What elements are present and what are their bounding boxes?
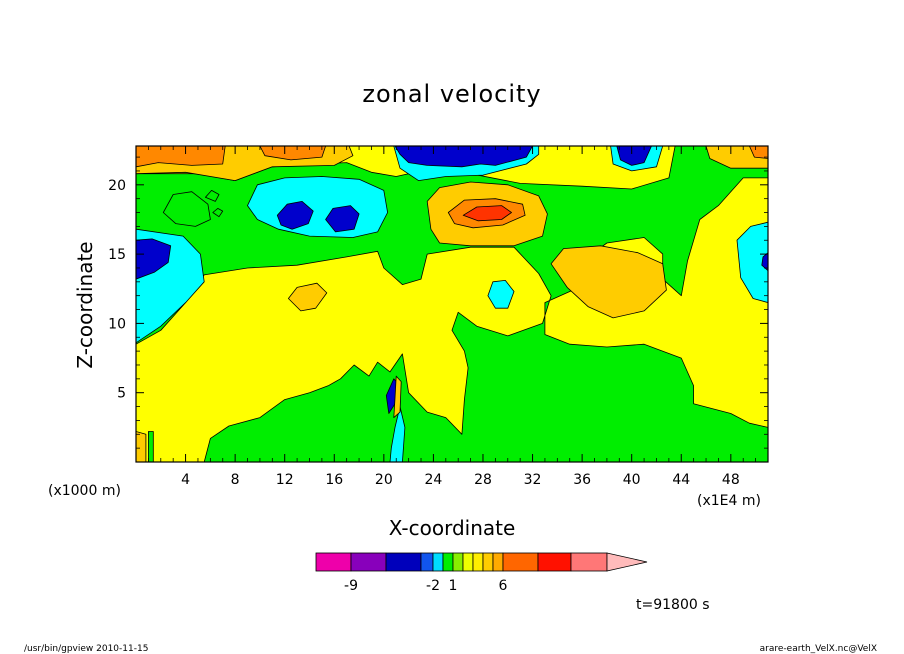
footer-left: /usr/bin/gpview 2010-11-15 xyxy=(24,644,148,654)
y-axis-title: Z-coordinate xyxy=(73,241,97,368)
colorbar-label-0: -9 xyxy=(344,578,358,594)
contour-region-orange-yellow-3 xyxy=(550,245,667,319)
plot-frame xyxy=(135,145,769,463)
x-tick-label-20: 20 xyxy=(375,472,393,488)
contour-region-orange-yellow-5 xyxy=(136,431,147,462)
x-unit-left-label: (x1000 m) xyxy=(48,483,121,499)
colorbar-extend-arrow xyxy=(606,552,648,572)
colorbar xyxy=(315,552,648,572)
x-tick-label-12: 12 xyxy=(276,472,294,488)
y-tick-label-20: 20 xyxy=(108,178,126,194)
x-tick-label-8: 8 xyxy=(231,472,240,488)
footer-right: arare-earth_VelX.nc@VelX xyxy=(760,644,877,654)
y-tick-label-5: 5 xyxy=(117,386,126,402)
colorbar-label-2: 1 xyxy=(449,578,458,594)
colorbar-swatch-8 xyxy=(472,552,484,572)
y-tick-label-10: 10 xyxy=(108,316,126,332)
x-tick-label-40: 40 xyxy=(623,472,641,488)
colorbar-swatch-12 xyxy=(537,552,572,572)
x-tick-label-24: 24 xyxy=(424,472,442,488)
contour-region-green-small-3 xyxy=(147,431,154,462)
colorbar-label-3: 6 xyxy=(499,578,508,594)
contour-region-orange-yellow-6 xyxy=(393,375,402,419)
contour-region-red-0 xyxy=(462,205,512,222)
colorbar-swatch-2 xyxy=(385,552,422,572)
contour-fill-layer xyxy=(136,146,768,462)
contour-region-green-small-1 xyxy=(204,189,220,202)
y-axis: 5 10 15 20 xyxy=(108,156,768,449)
x-unit-right-label: (x1E4 m) xyxy=(697,493,761,509)
colorbar-swatch-0 xyxy=(315,552,352,572)
colorbar-label-1: -2 xyxy=(426,578,440,594)
colorbar-swatch-3 xyxy=(420,552,434,572)
contour-region-cyan-1 xyxy=(736,221,768,304)
colorbar-swatch-7 xyxy=(462,552,474,572)
colorbar-tick-labels: -9 -2 1 6 xyxy=(344,578,508,594)
chart-title: zonal velocity xyxy=(362,80,541,108)
contour-region-green-small-0 xyxy=(162,191,211,227)
colorbar-swatch-13 xyxy=(570,552,608,572)
x-tick-label-48: 48 xyxy=(722,472,740,488)
contour-region-orange-yellow-4 xyxy=(287,282,328,312)
time-stamp: t=91800 s xyxy=(636,597,710,613)
y-tick-label-15: 15 xyxy=(108,247,126,263)
x-tick-label-44: 44 xyxy=(672,472,690,488)
x-tick-label-36: 36 xyxy=(573,472,591,488)
contour-region-blue-3 xyxy=(325,205,360,233)
x-axis-title: X-coordinate xyxy=(389,516,516,540)
x-axis: 4 8 12 16 20 24 28 32 36 40 44 48 xyxy=(147,146,757,488)
x-tick-label-28: 28 xyxy=(474,472,492,488)
contour-region-blue-0 xyxy=(136,238,172,280)
colorbar-swatch-9 xyxy=(482,552,494,572)
colorbar-swatch-5 xyxy=(442,552,454,572)
contour-region-green-small-2 xyxy=(212,207,224,218)
contour-region-blue-4 xyxy=(394,146,533,168)
contour-region-blue-5 xyxy=(616,146,652,166)
contour-region-blue-2 xyxy=(276,200,314,230)
colorbar-swatch-1 xyxy=(350,552,387,572)
colorbar-swatch-4 xyxy=(432,552,444,572)
contour-region-blue-1 xyxy=(761,252,768,272)
colorbar-swatch-11 xyxy=(502,552,539,572)
x-tick-label-16: 16 xyxy=(325,472,343,488)
contour-region-orange-0 xyxy=(136,146,226,168)
x-tick-label-32: 32 xyxy=(524,472,542,488)
colorbar-swatch-10 xyxy=(492,552,504,572)
colorbar-swatch-6 xyxy=(452,552,464,572)
contour-region-cyan-5 xyxy=(487,279,515,309)
contour-region-orange-3 xyxy=(749,146,768,159)
x-tick-label-4: 4 xyxy=(181,472,190,488)
